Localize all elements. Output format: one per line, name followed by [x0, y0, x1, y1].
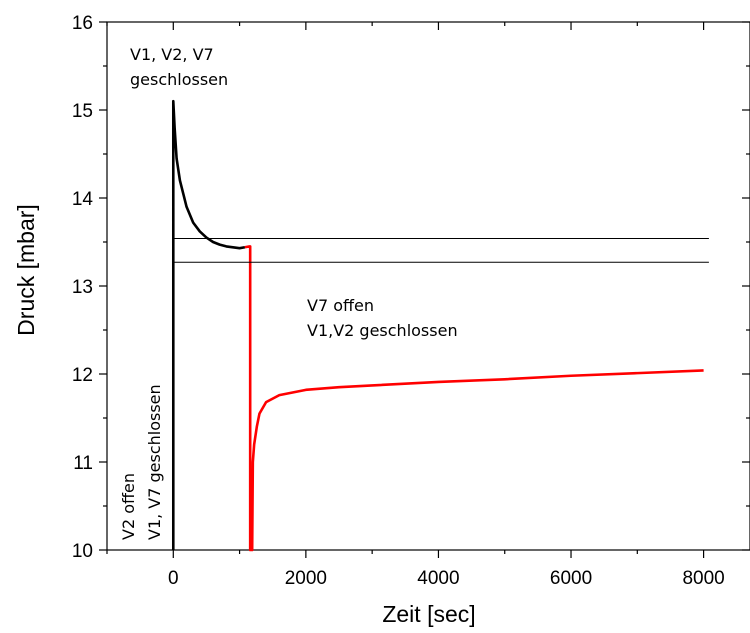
x-axis-title: Zeit [sec] [382, 601, 475, 627]
annotation-v7-open-line1: V7 offen [307, 296, 374, 315]
y-tick-label: 14 [72, 189, 94, 210]
axis-ticks [99, 21, 750, 558]
y-tick-label: 16 [72, 13, 93, 34]
annotation-v7-open-line2: V1,V2 geschlossen [307, 321, 458, 340]
annotation-closed-all-line1: V1, V2, V7 [130, 45, 214, 64]
y-axis-title: Druck [mbar] [13, 204, 39, 336]
y-tick-label: 15 [72, 101, 93, 122]
x-tick-label: 8000 [682, 568, 724, 589]
y-tick-label: 11 [73, 453, 93, 474]
x-tick-label: 4000 [417, 568, 459, 589]
y-tick-label: 10 [72, 541, 93, 562]
x-tick-label: 0 [168, 568, 179, 589]
y-tick-label: 12 [72, 365, 93, 386]
annotation-closed-all-line2: geschlossen [130, 70, 228, 89]
annotation-v2-open-line2: V1, V7 geschlossen [145, 384, 164, 540]
y-tick-label: 13 [72, 277, 93, 298]
x-tick-label: 2000 [285, 568, 327, 589]
plot-frame [106, 21, 750, 551]
series-layer [171, 99, 709, 552]
series-line-0 [171, 99, 246, 550]
annotation-v2-open-line1: V2 offen [119, 473, 138, 540]
tick-labels: 10 11 12 13 14 15 16 0 2000 4000 6000 8000 [72, 13, 725, 589]
x-tick-label: 6000 [550, 568, 592, 589]
series-line-1 [244, 245, 704, 552]
